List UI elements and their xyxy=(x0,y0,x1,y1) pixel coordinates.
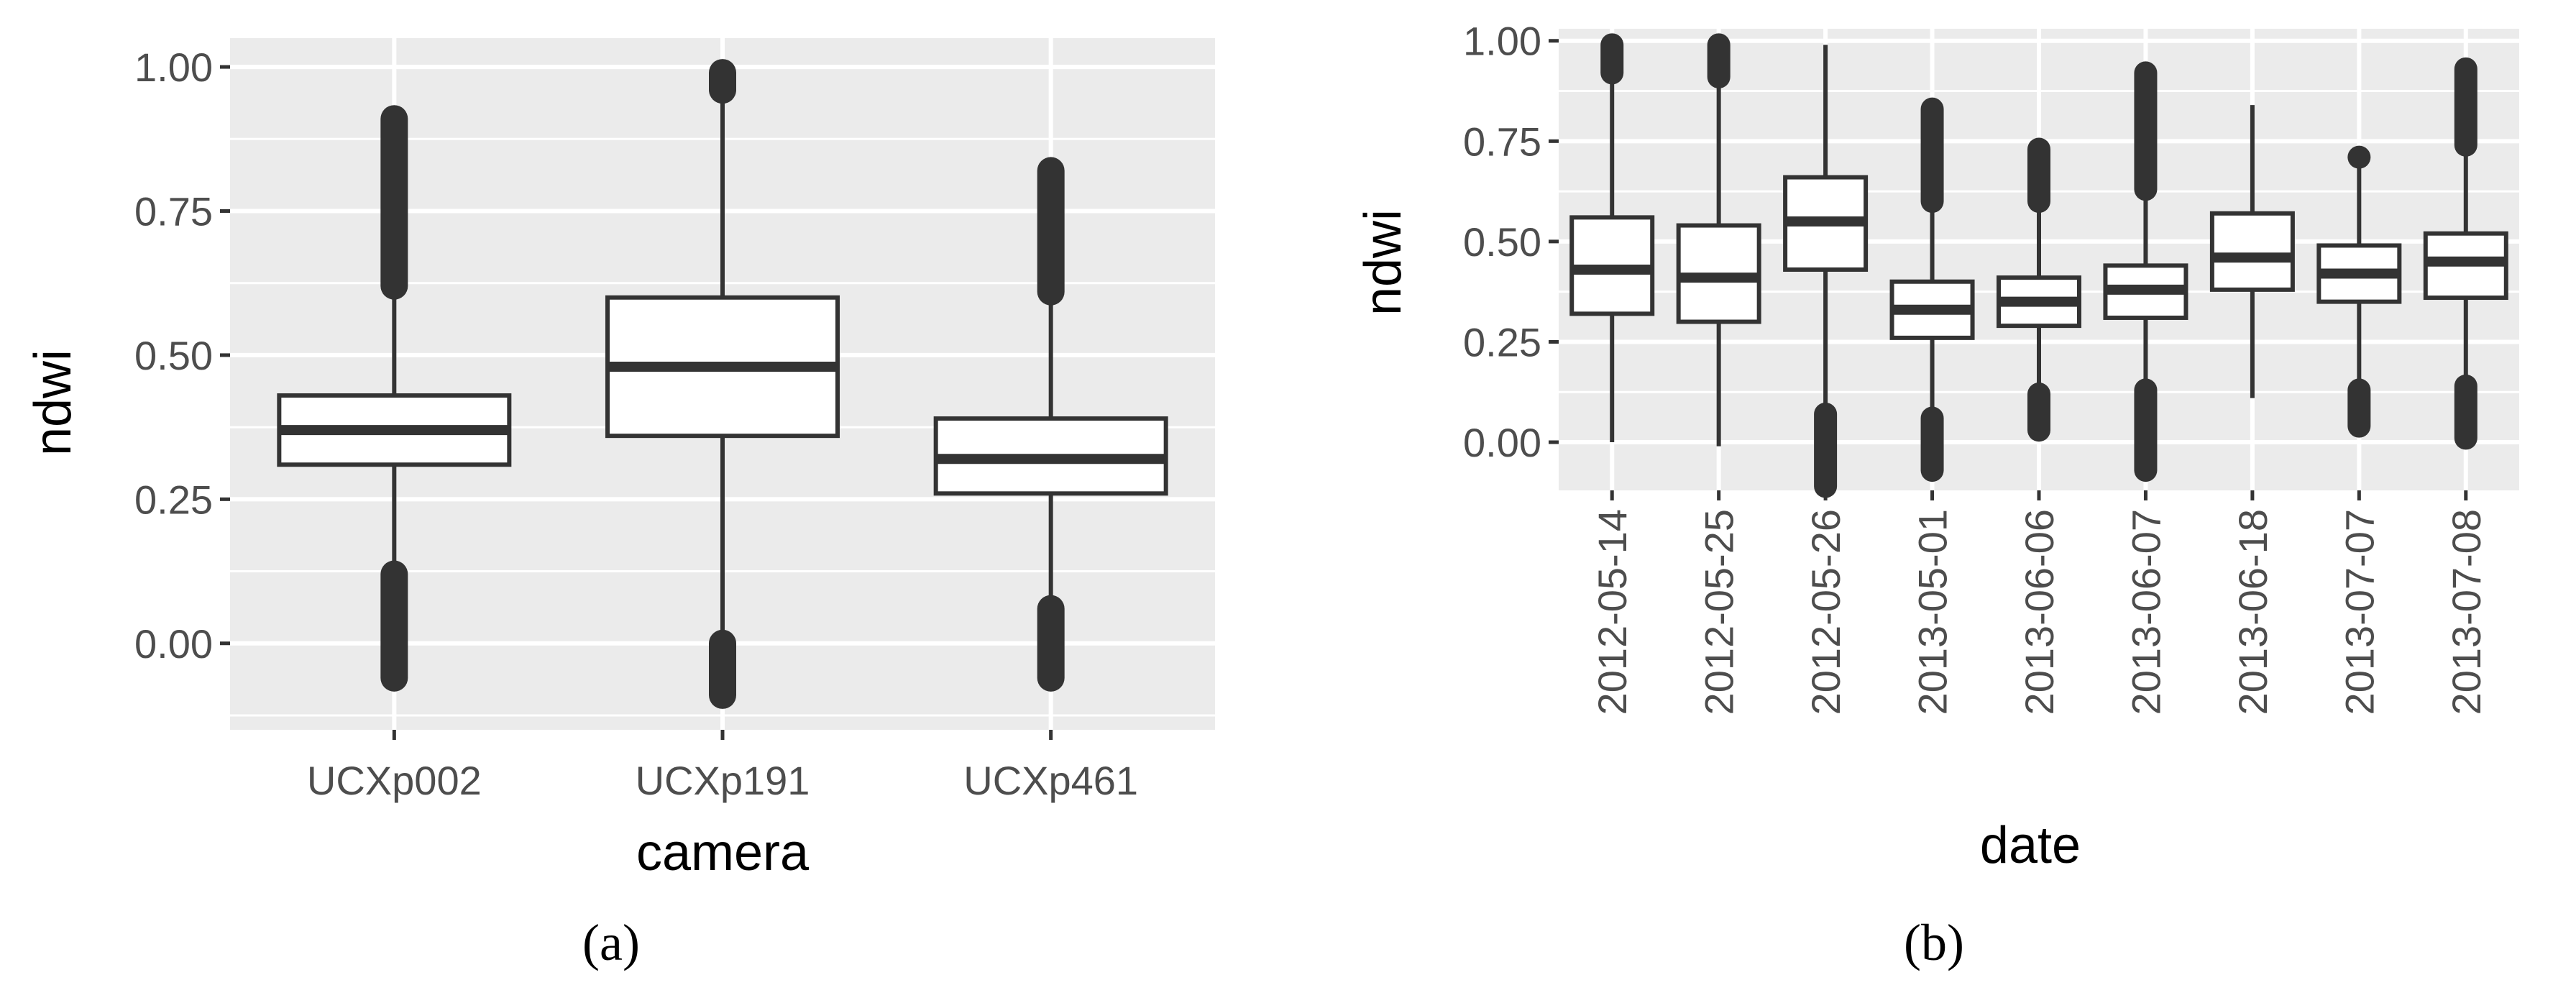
y-axis-title-a: ndwi xyxy=(24,349,82,456)
outliers-high xyxy=(2134,61,2158,201)
x-tick-label: UCXp191 xyxy=(636,758,810,803)
y-tick-label: 0.50 xyxy=(134,333,213,378)
box-iqr xyxy=(2209,211,2295,292)
boxplots-b xyxy=(1569,33,2508,498)
outliers-high xyxy=(709,59,736,104)
boxplot-2012-05-14 xyxy=(1569,33,1655,443)
outliers-high xyxy=(1707,33,1731,88)
boxplot-UCXp191 xyxy=(605,59,840,709)
x-tick-label: UCXp461 xyxy=(963,758,1138,803)
x-tick-label: 2013-05-01 xyxy=(1910,509,1956,715)
outliers-low xyxy=(1814,402,1838,498)
x-tick-label: UCXp002 xyxy=(307,758,482,803)
outliers-low xyxy=(2134,378,2158,482)
y-tick-label: 0.75 xyxy=(134,189,213,234)
boxplots-a xyxy=(277,59,1168,709)
boxplot-UCXp002 xyxy=(277,105,512,692)
y-tick-label: 0.00 xyxy=(134,621,213,667)
boxplot-2013-06-18 xyxy=(2209,105,2295,398)
y-tick-label: 0.50 xyxy=(1463,219,1541,265)
outliers-low xyxy=(709,629,736,709)
boxplot-2012-05-25 xyxy=(1676,33,1761,447)
x-axis-b: 2012-05-14 2012-05-25 2012-05-26 2013-05-01… xyxy=(1590,490,2489,715)
x-tick-label: 2013-06-18 xyxy=(2230,509,2275,715)
y-tick-label: 0.25 xyxy=(1463,319,1541,365)
outliers-low xyxy=(2454,374,2478,450)
outliers-low xyxy=(1920,406,1944,482)
x-tick-label: 2012-05-25 xyxy=(1697,509,1742,715)
y-tick-label: 0.25 xyxy=(134,477,213,522)
x-tick-label: 2012-05-14 xyxy=(1590,509,1635,715)
boxplot-2013-06-07 xyxy=(2103,61,2188,482)
panel-b: 0.00 0.25 0.50 0.75 1.00 2012-05-14 2012-05-2… xyxy=(1355,19,2519,971)
panel-label-b: (b) xyxy=(1904,914,1964,971)
outliers-low xyxy=(2347,378,2371,438)
y-tick-label: 0.75 xyxy=(1463,119,1541,164)
y-tick-label: 0.00 xyxy=(1463,420,1541,465)
x-axis-title-b: date xyxy=(1980,817,2081,874)
outliers-high xyxy=(1037,157,1065,306)
outliers-high xyxy=(2027,137,2050,214)
outliers-high xyxy=(2454,57,2478,157)
outliers-high xyxy=(1920,97,1944,214)
x-axis-a: UCXp002 UCXp191 UCXp461 xyxy=(307,730,1138,803)
panel-a: 0.00 0.25 0.50 0.75 1.00 UCXp002 UCXp191 UCXp4… xyxy=(24,38,1215,971)
y-axis-b: 0.00 0.25 0.50 0.75 1.00 xyxy=(1463,19,1559,465)
x-tick-label: 2013-06-06 xyxy=(2017,509,2062,715)
outliers-high xyxy=(380,105,408,300)
boxplot-UCXp461 xyxy=(933,157,1168,692)
x-tick-label: 2013-06-07 xyxy=(2123,509,2168,715)
x-axis-title-a: camera xyxy=(636,824,810,882)
y-axis-title-b: ndwi xyxy=(1355,209,1412,316)
outlier-point xyxy=(2347,145,2371,169)
boxplot-2013-07-08 xyxy=(2423,57,2508,450)
boxplot-2012-05-26 xyxy=(1783,45,1869,498)
outliers-low xyxy=(2027,383,2050,442)
outliers-low xyxy=(380,560,408,692)
y-tick-label: 1.00 xyxy=(1463,19,1541,64)
boxplot-2013-06-06 xyxy=(1997,137,2081,442)
y-axis-a: 0.00 0.25 0.50 0.75 1.00 xyxy=(134,45,230,667)
x-tick-label: 2013-07-08 xyxy=(2444,509,2489,715)
outliers-high xyxy=(1600,33,1624,85)
x-tick-label: 2012-05-26 xyxy=(1803,509,1848,715)
x-tick-label: 2013-07-07 xyxy=(2337,509,2382,715)
y-tick-label: 1.00 xyxy=(134,45,213,90)
panel-label-a: (a) xyxy=(582,914,640,971)
boxplot-2013-05-01 xyxy=(1889,97,1975,482)
boxplot-2013-07-07 xyxy=(2316,145,2402,438)
outliers-low xyxy=(1037,595,1065,692)
